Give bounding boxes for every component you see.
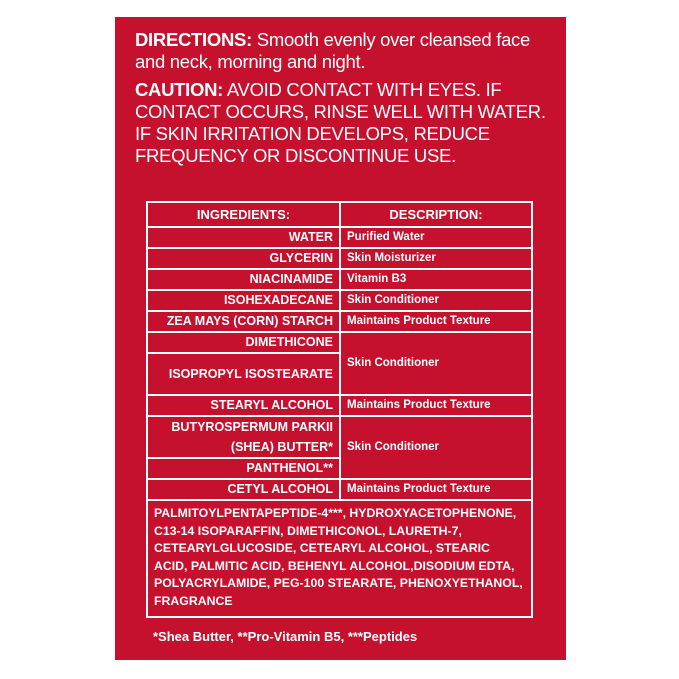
table-row: ISOPROPYL ISOSTEARATE xyxy=(146,352,532,396)
table-header-row: INGREDIENTS: DESCRIPTION: xyxy=(146,201,533,228)
description-cell: Skin Conditioner xyxy=(339,289,533,312)
ingredient-cell: CETYL ALCOHOL xyxy=(146,478,341,501)
description-cell: Vitamin B3 xyxy=(339,268,533,291)
ingredient-cell: NIACINAMIDE xyxy=(146,268,341,291)
ingredient-cell: GLYCERIN xyxy=(146,247,341,270)
table-row: PANTHENOL** xyxy=(146,457,532,480)
ingredient-cell: ISOHEXADECANE xyxy=(146,289,341,312)
description-cell: Maintains Product Texture xyxy=(339,310,533,333)
description-cell: Maintains Product Texture xyxy=(339,478,533,501)
ingredient-cell: PANTHENOL** xyxy=(146,457,341,480)
ingredient-cell: BUTYROSPERMUM PARKII (SHEA) BUTTER* xyxy=(146,415,341,459)
directions-text: DIRECTIONS: Smooth evenly over cleansed … xyxy=(135,29,560,73)
table-row: CETYL ALCOHOL Maintains Product Texture xyxy=(146,478,533,501)
description-cell: Skin Conditioner xyxy=(339,415,533,480)
header-description: DESCRIPTION: xyxy=(339,201,533,228)
table-row: ISOHEXADECANE Skin Conditioner xyxy=(146,289,533,312)
description-cell: Skin Moisturizer xyxy=(339,247,533,270)
description-cell: Skin Conditioner xyxy=(339,331,533,396)
directions-body: Smooth evenly over cleansed face and nec… xyxy=(135,29,530,72)
caution-text: CAUTION: AVOID CONTACT WITH EYES. IF CON… xyxy=(135,79,560,167)
other-ingredients-row: PALMITOYLPENTAPEPTIDE-4***, HYDROXYACETO… xyxy=(146,499,533,618)
directions-label: DIRECTIONS: xyxy=(135,29,252,50)
caution-body: AVOID CONTACT WITH EYES. IF CONTACT OCCU… xyxy=(135,79,546,166)
footnote: *Shea Butter, **Pro-Vitamin B5, ***Pepti… xyxy=(153,629,418,644)
product-label-panel: DIRECTIONS: Smooth evenly over cleansed … xyxy=(115,17,566,660)
caution-label: CAUTION: xyxy=(135,79,224,100)
ingredient-cell: STEARYL ALCOHOL xyxy=(146,394,341,417)
ingredients-table: INGREDIENTS: DESCRIPTION: WATER Purified … xyxy=(146,201,533,618)
header-ingredients: INGREDIENTS: xyxy=(146,201,341,228)
table-row: STEARYL ALCOHOL Maintains Product Texture xyxy=(146,394,533,417)
table-row: BUTYROSPERMUM PARKII (SHEA) BUTTER* Skin … xyxy=(146,415,533,480)
table-row: DIMETHICONE Skin Conditioner xyxy=(146,331,533,396)
description-cell: Maintains Product Texture xyxy=(339,394,533,417)
table-row: NIACINAMIDE Vitamin B3 xyxy=(146,268,533,291)
ingredient-cell: ZEA MAYS (CORN) STARCH xyxy=(146,310,341,333)
description-cell: Purified Water xyxy=(339,226,533,249)
ingredient-cell: WATER xyxy=(146,226,341,249)
ingredient-cell: DIMETHICONE xyxy=(146,331,341,354)
other-ingredients-text: PALMITOYLPENTAPEPTIDE-4***, HYDROXYACETO… xyxy=(146,499,533,618)
ingredient-cell: ISOPROPYL ISOSTEARATE xyxy=(146,352,341,396)
table-row: WATER Purified Water xyxy=(146,226,533,249)
table-row: GLYCERIN Skin Moisturizer xyxy=(146,247,533,270)
table-row: ZEA MAYS (CORN) STARCH Maintains Product … xyxy=(146,310,533,333)
